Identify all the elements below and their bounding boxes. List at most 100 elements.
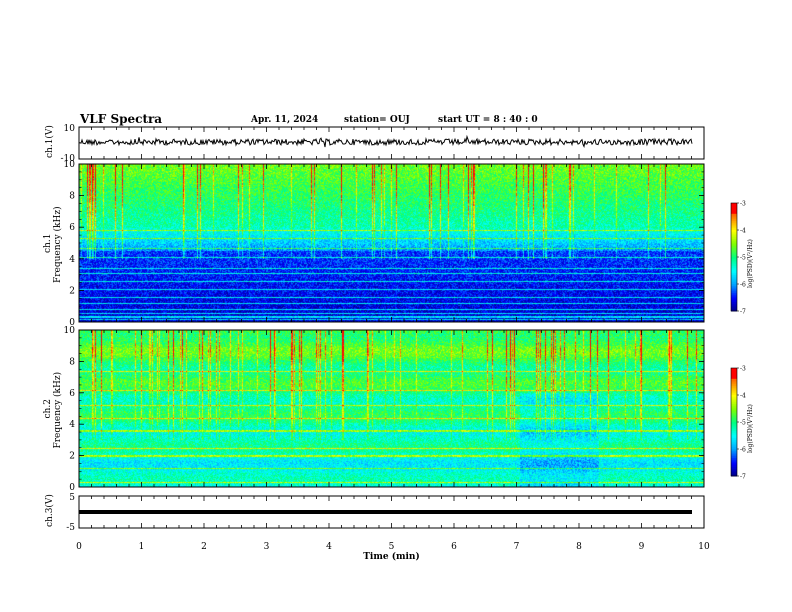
chart-title: VLF Spectra	[80, 112, 163, 126]
colorbar-swatch	[731, 447, 737, 450]
colorbar-swatch	[731, 285, 737, 289]
colorbar-tick-label: -7	[740, 309, 746, 316]
colorbar-swatch	[731, 226, 737, 229]
y-tick-label: 8	[69, 357, 75, 367]
ch3-waveform-trace	[79, 510, 692, 514]
colorbar-tick-label: -6	[740, 282, 746, 289]
x-tick-label: 2	[201, 542, 207, 552]
colorbar-tick-label: -3	[740, 201, 746, 208]
colorbar-swatch	[731, 450, 737, 454]
colorbar-swatch	[731, 251, 737, 254]
colorbar-swatch	[731, 291, 737, 294]
colorbar-swatch	[731, 228, 737, 231]
colorbar-tick-label: -5	[740, 420, 746, 427]
colorbar-swatch	[731, 452, 737, 455]
x-axis-title: Time (min)	[363, 551, 420, 562]
colorbar-swatch	[731, 222, 737, 226]
colorbar-swatch	[731, 212, 737, 215]
date-label: Apr. 11, 2024	[251, 115, 319, 125]
colorbar-swatch	[731, 208, 737, 211]
y-tick-label: 2	[69, 452, 75, 462]
colorbar-swatch	[731, 438, 737, 441]
ch1-waveform-trace	[78, 134, 693, 148]
x-tick-label: 0	[76, 542, 82, 552]
colorbar-swatch	[731, 278, 737, 281]
colorbar-swatch	[731, 269, 737, 272]
colorbar-swatch	[731, 369, 737, 373]
colorbar-swatch	[731, 300, 737, 303]
y-tick-label: 10	[64, 160, 76, 170]
colorbar-swatch	[731, 377, 737, 380]
colorbar-swatch	[731, 443, 737, 446]
colorbar-swatch	[731, 386, 737, 389]
colorbar-swatch	[731, 384, 737, 387]
colorbar-swatch	[731, 309, 737, 312]
spectrogram-image-2	[79, 330, 704, 487]
colorbar-swatch	[731, 395, 737, 398]
y-tick-label: 10	[64, 124, 76, 134]
x-tick-label: 7	[514, 542, 520, 552]
colorbar-tick-label: -4	[740, 393, 746, 400]
colorbar-swatch	[731, 461, 737, 464]
colorbar-swatch	[731, 235, 737, 238]
colorbar-swatch	[731, 219, 737, 222]
colorbar-swatch	[731, 396, 737, 400]
colorbar-swatch	[731, 434, 737, 437]
colorbar-swatch	[731, 389, 737, 392]
colorbar-swatch	[731, 459, 737, 463]
colorbar-swatch	[731, 423, 737, 427]
colorbar-swatch	[731, 244, 737, 247]
colorbar-swatch	[731, 382, 737, 385]
colorbar-swatch	[731, 472, 737, 475]
colorbar-swatch	[731, 240, 737, 244]
colorbar-swatch	[731, 398, 737, 401]
x-tick-label: 8	[576, 542, 582, 552]
colorbar-swatch	[731, 204, 737, 208]
colorbar-swatch	[731, 445, 737, 448]
colorbar-swatch	[731, 429, 737, 432]
colorbar-swatch	[731, 273, 737, 276]
colorbar-swatch	[731, 224, 737, 227]
colorbar-swatch	[731, 413, 737, 416]
colorbar-swatch	[731, 293, 737, 296]
colorbar-swatch	[731, 249, 737, 253]
colorbar-swatch	[731, 282, 737, 285]
colorbar-swatch	[731, 248, 737, 251]
colorbar-swatch	[731, 253, 737, 256]
colorbar-swatch	[731, 206, 737, 209]
colorbar-tick-label: -7	[740, 474, 746, 481]
colorbar-swatch	[731, 271, 737, 274]
colorbar-swatch	[731, 239, 737, 242]
colorbar-swatch	[731, 402, 737, 405]
colorbar-label: log(PSD)(V²/Hz)	[747, 239, 754, 288]
colorbar-swatch	[731, 454, 737, 457]
colorbar-swatch	[731, 458, 737, 461]
y-tick-label: 2	[69, 286, 75, 296]
colorbar-tick-label: -5	[740, 255, 746, 262]
colorbar-swatch	[731, 409, 737, 412]
colorbar-swatch	[731, 432, 737, 436]
colorbar-swatch	[731, 449, 737, 452]
colorbar-swatch	[731, 266, 737, 269]
colorbar-swatch	[731, 217, 737, 220]
colorbar-swatch	[731, 233, 737, 236]
colorbar-swatch	[731, 380, 737, 383]
colorbar-swatch	[731, 422, 737, 425]
y-tick-label: 6	[69, 389, 75, 399]
colorbar-swatch	[731, 411, 737, 414]
y-tick-label: 6	[69, 223, 75, 233]
colorbar-swatch	[731, 213, 737, 217]
colorbar-swatch	[731, 474, 737, 477]
spec-ylabel-frequency: Frequency (kHz)	[52, 372, 63, 449]
spec-ylabel-frequency: Frequency (kHz)	[52, 206, 63, 283]
y-tick-label: -10	[61, 154, 76, 164]
y-tick-label: -5	[66, 523, 75, 533]
colorbar-tick-label: -6	[740, 447, 746, 454]
ch1-wave-ylabel: ch.1(V)	[44, 125, 55, 158]
colorbar-swatch	[731, 296, 737, 299]
colorbar-swatch	[731, 425, 737, 428]
colorbar-swatch	[731, 465, 737, 468]
colorbar-tick-label: -4	[740, 228, 746, 235]
colorbar-swatch	[731, 262, 737, 265]
